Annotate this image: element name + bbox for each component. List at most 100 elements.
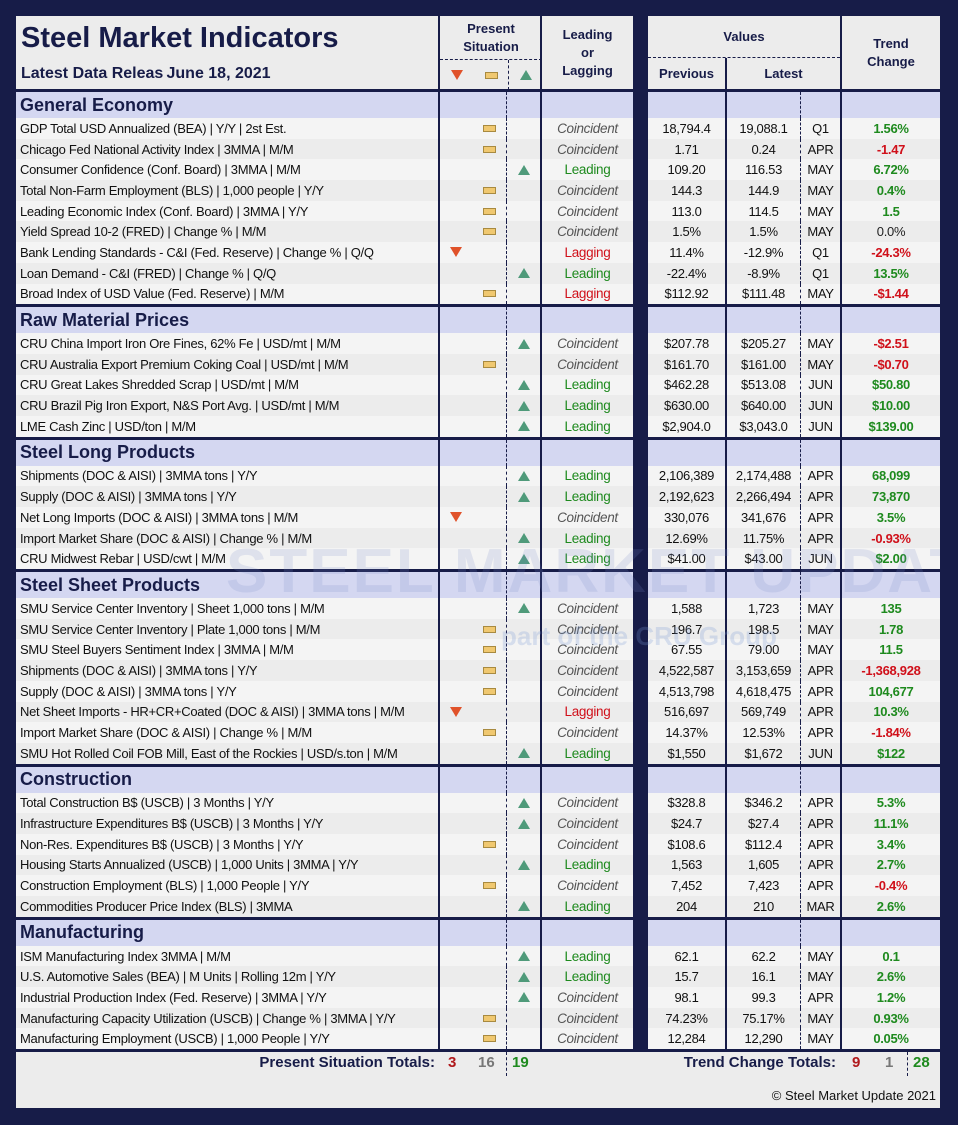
present-flat-cell — [472, 548, 506, 569]
cell — [800, 307, 840, 334]
column-gap — [633, 987, 648, 1008]
flat-bar-icon — [482, 687, 496, 695]
cell — [840, 766, 940, 793]
section-header: General Economy — [16, 92, 940, 118]
table-row: Manufacturing Capacity Utilization (USCB… — [16, 1007, 940, 1029]
present-up-cell — [506, 854, 540, 876]
period: APR — [800, 833, 840, 855]
cell — [648, 767, 725, 793]
column-gap — [633, 221, 648, 243]
column-gap — [633, 701, 648, 723]
present-situation-header: Present Situation — [438, 16, 542, 90]
present-up-cell — [506, 415, 540, 437]
present-down-cell — [438, 987, 472, 1008]
trend-change: 5.3% — [840, 792, 940, 814]
period: APR — [800, 527, 840, 549]
present-down-cell — [438, 618, 472, 640]
trend-change: 0.1 — [840, 945, 940, 967]
present-total-down: 3 — [448, 1054, 457, 1072]
present-up-cell — [506, 598, 540, 619]
previous-value: 4,513,798 — [658, 683, 715, 699]
flat-bar-icon — [482, 207, 496, 215]
table-row: LME Cash Zinc | USD/ton | M/M Leading $2,9… — [16, 415, 940, 437]
table-row: Total Non-Farm Employment (BLS) | 1,000 … — [16, 180, 940, 201]
flat-bar-icon — [482, 124, 496, 132]
table-row: Chicago Fed National Activity Index | 3M… — [16, 138, 940, 160]
present-up-cell — [506, 353, 540, 375]
present-up-cell — [506, 138, 540, 160]
indicator-name: LME Cash Zinc | USD/ton | M/M — [20, 418, 196, 434]
leading-lagging: Coincident — [540, 833, 633, 855]
present-flat-cell — [472, 681, 506, 702]
up-triangle-icon — [517, 971, 530, 982]
column-gap — [633, 118, 648, 139]
present-down-cell — [438, 854, 472, 876]
present-down-cell — [438, 221, 472, 243]
period: MAY — [800, 180, 840, 201]
trend-change: -1.84% — [840, 722, 940, 743]
trend-change: -$0.70 — [840, 353, 940, 375]
trend-totals-label: Trend Change Totals: — [683, 1054, 836, 1072]
present-flat-cell — [472, 1028, 506, 1049]
cell — [840, 572, 940, 599]
down-marker-icon — [440, 60, 474, 90]
present-down-cell — [438, 374, 472, 396]
indicator-name: Net Long Imports (DOC & AISI) | 3MMA ton… — [20, 509, 299, 525]
column-gap — [633, 16, 648, 90]
period: JUN — [800, 742, 840, 764]
column-gap — [633, 792, 648, 814]
previous-value: $161.70 — [664, 356, 709, 372]
present-up-cell — [506, 159, 540, 181]
previous-value: 74.23% — [665, 1010, 708, 1026]
latest-value: -12.9% — [725, 242, 800, 263]
previous-value: 144.3 — [670, 182, 703, 198]
previous-value: 12.69% — [665, 530, 708, 546]
present-up-cell — [506, 639, 540, 661]
column-gap — [633, 548, 648, 570]
cell — [725, 572, 800, 599]
column-gap — [633, 283, 648, 305]
previous-value: 516,697 — [664, 704, 709, 720]
section-rows: ISM Manufacturing Index 3MMA | M/M Leadin… — [16, 945, 940, 1050]
section-header: Steel Sheet Products — [16, 572, 940, 599]
present-down-cell — [438, 200, 472, 222]
latest-value: $205.27 — [725, 333, 800, 354]
present-up-cell — [506, 1007, 540, 1029]
indicator-name: Commodities Producer Price Index (BLS) |… — [20, 898, 293, 914]
previous-header: Previous — [659, 66, 714, 81]
column-gap — [633, 159, 648, 181]
column-gap — [633, 722, 648, 743]
cell — [840, 439, 940, 466]
flat-bar-icon — [482, 1035, 496, 1043]
cell — [800, 919, 840, 946]
leading-lagging: Leading — [540, 486, 633, 507]
section-title: Manufacturing — [20, 922, 144, 943]
period: MAY — [800, 966, 840, 988]
period: Q1 — [800, 118, 840, 139]
flat-marker-icon — [474, 60, 508, 90]
trend-total-down: 9 — [852, 1054, 861, 1072]
table-row: CRU Australia Export Premium Coking Coal… — [16, 353, 940, 375]
flat-bar-icon — [482, 729, 496, 737]
present-down-cell — [438, 701, 472, 723]
previous-value: $1,550 — [667, 745, 706, 761]
section-rows: Total Construction B$ (USCB) | 3 Months … — [16, 792, 940, 917]
trend-change: 3.5% — [840, 507, 940, 528]
latest-value: 19,088.1 — [725, 118, 800, 139]
previous-value: $24.7 — [670, 816, 703, 832]
present-down-cell — [438, 507, 472, 528]
leading-lagging: Leading — [540, 966, 633, 988]
present-up-cell — [506, 527, 540, 549]
previous-value: 204 — [676, 898, 697, 914]
period: MAY — [800, 945, 840, 967]
trend-change: 73,870 — [840, 486, 940, 507]
present-down-cell — [438, 262, 472, 284]
leading-lagging: Coincident — [540, 221, 633, 243]
present-down-cell — [438, 395, 472, 416]
values-label: Values — [648, 16, 840, 58]
up-triangle-icon — [517, 901, 530, 912]
leading-lagging: Lagging — [540, 242, 633, 263]
section-header: Raw Material Prices — [16, 307, 940, 334]
indicator-name: Total Construction B$ (USCB) | 3 Months … — [20, 795, 274, 811]
cell — [472, 767, 506, 793]
